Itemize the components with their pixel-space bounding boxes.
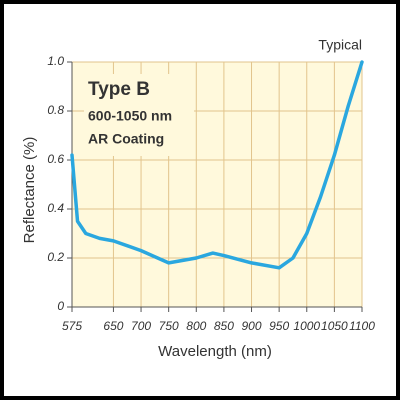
x-tick-label: 850 bbox=[214, 319, 234, 333]
y-tick-label: 0 bbox=[57, 299, 64, 313]
x-tick-label: 650 bbox=[103, 319, 123, 333]
y-tick-label: 0.8 bbox=[47, 103, 64, 117]
chart-title: Typical bbox=[318, 37, 362, 53]
annotation: Type B bbox=[88, 79, 150, 100]
y-axis-title: Reflectance (%) bbox=[21, 137, 38, 244]
x-tick-label: 750 bbox=[159, 319, 179, 333]
x-axis-title: Wavelength (nm) bbox=[158, 343, 272, 360]
x-tick-label: 1050 bbox=[321, 319, 348, 333]
data-line bbox=[70, 60, 364, 270]
y-tick-label: 0.4 bbox=[47, 201, 64, 215]
x-tick-label: 900 bbox=[242, 319, 262, 333]
x-tick-label: 575 bbox=[62, 319, 82, 333]
annotation-box bbox=[84, 74, 194, 156]
x-tick-label: 1000 bbox=[293, 319, 320, 333]
annotation: AR Coating bbox=[88, 131, 164, 147]
y-tick-label: 0.6 bbox=[47, 152, 64, 166]
annotation: 600-1050 nm bbox=[88, 108, 172, 124]
x-tick-label: 950 bbox=[269, 319, 289, 333]
y-tick-label: 0.2 bbox=[47, 250, 64, 264]
x-tick-label: 1100 bbox=[349, 319, 375, 333]
x-tick-label: 800 bbox=[186, 319, 206, 333]
y-tick-label: 1.0 bbox=[47, 54, 64, 68]
x-tick-label: 700 bbox=[131, 319, 151, 333]
